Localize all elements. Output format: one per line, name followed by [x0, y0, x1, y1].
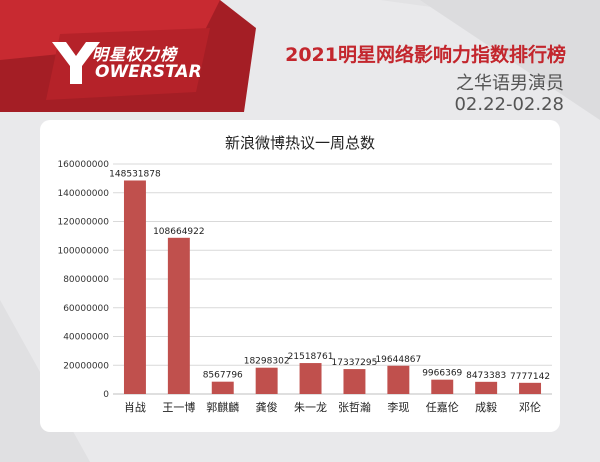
bar — [387, 365, 410, 394]
x-tick-label: 龚俊 — [256, 400, 278, 414]
page-title: 2021明星网络影响力指数排行榜 — [285, 44, 566, 66]
y-tick-label: 60000000 — [63, 304, 109, 314]
brand-name-en: OWERSTAR — [95, 62, 202, 82]
bar-chart: 0 20000000 40000000 60000000 80000000 1000000… — [57, 160, 552, 414]
y-tick-label: 40000000 — [63, 333, 109, 343]
bar — [475, 381, 498, 394]
y-tick-label: 140000000 — [57, 189, 109, 199]
brand-logo: 明星权力榜 OWERSTAR — [0, 0, 260, 112]
brand-name-cn: 明星权力榜 — [92, 45, 178, 64]
data-label: 8473383 — [466, 371, 506, 381]
date-range: 02.22-02.28 — [454, 94, 564, 115]
y-tick-label: 160000000 — [57, 160, 109, 170]
x-tick-label: 李现 — [387, 400, 409, 414]
data-label: 8567796 — [203, 371, 243, 381]
bar — [431, 379, 454, 394]
x-tick-label: 肖战 — [124, 400, 146, 414]
x-tick-label: 张哲瀚 — [338, 400, 371, 414]
bar — [255, 367, 278, 394]
x-tick-label: 成毅 — [475, 400, 497, 414]
data-label: 21518761 — [288, 352, 334, 362]
bar — [299, 363, 322, 394]
data-label: 17337295 — [332, 358, 378, 368]
x-tick-label: 郭麒麟 — [206, 400, 239, 414]
chart-card: 新浪微博热议一周总数 0 20000000 40000000 60000000 8000… — [40, 120, 560, 432]
data-label: 9966369 — [422, 369, 462, 379]
bar — [211, 381, 234, 394]
x-tick-label: 任嘉伦 — [426, 400, 459, 414]
page-subtitle: 之华语男演员 — [456, 73, 564, 94]
chart-title: 新浪微博热议一周总数 — [224, 134, 375, 152]
y-tick-label: 0 — [103, 390, 109, 400]
y-tick-label: 120000000 — [57, 218, 109, 228]
x-tick-label: 邓伦 — [519, 400, 541, 414]
data-label: 148531878 — [109, 169, 161, 179]
bar — [343, 369, 366, 394]
x-tick-label: 朱一龙 — [294, 401, 327, 414]
x-tick-label: 王一博 — [162, 401, 195, 414]
data-label: 7777142 — [510, 372, 550, 382]
bar — [519, 382, 542, 394]
data-label: 19644867 — [375, 355, 421, 365]
y-tick-label: 100000000 — [57, 246, 109, 256]
bar — [123, 180, 146, 394]
data-label: 108664922 — [153, 227, 205, 237]
y-tick-label: 20000000 — [63, 361, 109, 371]
data-label: 18298302 — [244, 357, 290, 367]
brand-y-mark — [52, 42, 100, 84]
bar — [167, 237, 190, 394]
y-tick-label: 80000000 — [63, 275, 109, 285]
